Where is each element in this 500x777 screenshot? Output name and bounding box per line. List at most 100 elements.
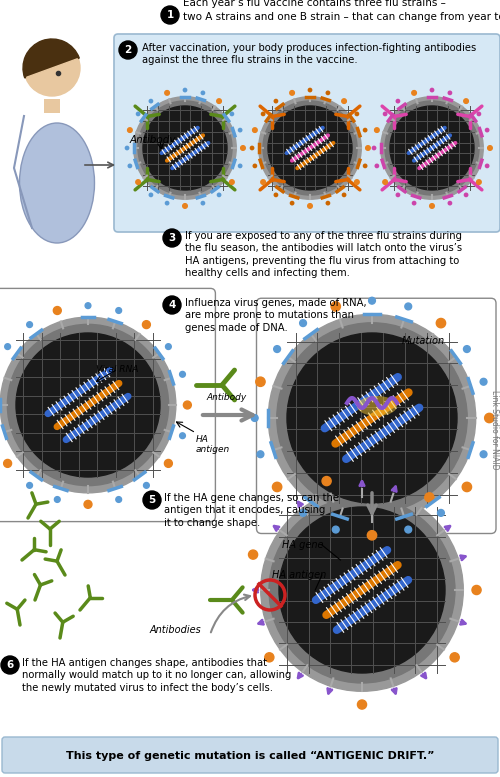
- Circle shape: [252, 415, 258, 421]
- Circle shape: [450, 653, 459, 662]
- Circle shape: [308, 89, 312, 92]
- Circle shape: [405, 303, 411, 310]
- Circle shape: [279, 507, 445, 673]
- Text: HA
antigen: HA antigen: [196, 435, 230, 455]
- Circle shape: [477, 112, 480, 116]
- Circle shape: [184, 89, 186, 92]
- Circle shape: [260, 489, 464, 692]
- Circle shape: [290, 91, 294, 96]
- Circle shape: [488, 146, 492, 150]
- Circle shape: [372, 146, 376, 150]
- Circle shape: [26, 483, 32, 488]
- Text: This type of genetic mutation is called “ANTIGENIC DRIFT.”: This type of genetic mutation is called …: [66, 751, 434, 761]
- Circle shape: [269, 497, 455, 683]
- Text: If the HA gene changes, so can the
antigen that it encodes, causing
it to change: If the HA gene changes, so can the antig…: [164, 493, 339, 528]
- Circle shape: [16, 333, 160, 477]
- Circle shape: [374, 127, 379, 132]
- Circle shape: [464, 193, 468, 197]
- Circle shape: [180, 433, 186, 438]
- Circle shape: [396, 99, 400, 103]
- Circle shape: [322, 476, 331, 486]
- Circle shape: [277, 322, 467, 513]
- Circle shape: [326, 201, 330, 205]
- Circle shape: [26, 322, 32, 327]
- Circle shape: [430, 89, 434, 92]
- Circle shape: [84, 500, 92, 508]
- Circle shape: [230, 112, 234, 116]
- Circle shape: [274, 346, 280, 353]
- Circle shape: [368, 531, 376, 540]
- Circle shape: [248, 550, 258, 559]
- Circle shape: [396, 193, 400, 197]
- Circle shape: [476, 179, 481, 184]
- Circle shape: [300, 510, 306, 516]
- Circle shape: [390, 106, 474, 190]
- Circle shape: [163, 296, 181, 314]
- Text: 6: 6: [6, 660, 14, 670]
- Circle shape: [136, 112, 140, 116]
- Circle shape: [180, 371, 186, 377]
- Circle shape: [484, 413, 494, 423]
- Circle shape: [257, 451, 264, 458]
- Circle shape: [287, 333, 457, 503]
- Ellipse shape: [357, 396, 397, 416]
- Text: 2: 2: [124, 45, 132, 55]
- Circle shape: [119, 41, 137, 59]
- Circle shape: [364, 164, 367, 168]
- Circle shape: [218, 193, 220, 197]
- Circle shape: [217, 99, 222, 103]
- Circle shape: [143, 106, 227, 190]
- Circle shape: [143, 491, 161, 509]
- Text: HA gene: HA gene: [282, 540, 324, 550]
- Circle shape: [375, 164, 378, 168]
- Circle shape: [116, 497, 121, 503]
- Circle shape: [412, 91, 416, 96]
- Circle shape: [164, 459, 172, 467]
- Circle shape: [230, 179, 234, 184]
- Circle shape: [436, 319, 446, 328]
- Circle shape: [4, 343, 10, 350]
- Circle shape: [412, 201, 416, 205]
- Circle shape: [166, 343, 172, 350]
- Text: If the HA antigen changes shape, antibodies that
normally would match up to it n: If the HA antigen changes shape, antibod…: [22, 658, 291, 693]
- Text: Each year’s flu vaccine contains three flu strains –
two A strains and one B str: Each year’s flu vaccine contains three f…: [183, 0, 500, 22]
- Circle shape: [265, 653, 274, 662]
- Text: 5: 5: [148, 495, 156, 505]
- Circle shape: [366, 146, 370, 150]
- Text: Influenza virus genes, made of RNA,
are more prone to mutations than
genes made : Influenza virus genes, made of RNA, are …: [185, 298, 366, 333]
- Circle shape: [355, 112, 358, 116]
- Circle shape: [290, 201, 294, 205]
- Circle shape: [274, 193, 278, 197]
- Circle shape: [4, 459, 12, 467]
- Circle shape: [24, 40, 80, 96]
- Circle shape: [342, 193, 345, 197]
- Text: 3: 3: [168, 233, 175, 243]
- Circle shape: [430, 204, 434, 208]
- Circle shape: [116, 308, 121, 313]
- Circle shape: [85, 303, 91, 308]
- Circle shape: [354, 179, 359, 184]
- Circle shape: [150, 99, 152, 103]
- Circle shape: [331, 301, 340, 311]
- Circle shape: [268, 106, 352, 190]
- Text: If you are exposed to any of the three flu strains during
the flu season, the an: If you are exposed to any of the three f…: [185, 231, 462, 278]
- Circle shape: [486, 164, 489, 168]
- Ellipse shape: [20, 123, 94, 243]
- Circle shape: [238, 164, 242, 168]
- Circle shape: [182, 204, 188, 208]
- Circle shape: [464, 99, 468, 103]
- Circle shape: [364, 128, 367, 132]
- FancyBboxPatch shape: [256, 298, 496, 534]
- Text: 1: 1: [166, 10, 173, 20]
- Circle shape: [201, 91, 204, 95]
- Text: Mutation: Mutation: [402, 336, 445, 347]
- Circle shape: [142, 321, 150, 329]
- Circle shape: [165, 91, 170, 96]
- Circle shape: [262, 112, 265, 116]
- Wedge shape: [26, 59, 79, 95]
- Circle shape: [261, 179, 266, 184]
- Circle shape: [405, 526, 411, 533]
- Circle shape: [1, 656, 19, 674]
- Circle shape: [240, 146, 246, 150]
- Circle shape: [184, 401, 192, 409]
